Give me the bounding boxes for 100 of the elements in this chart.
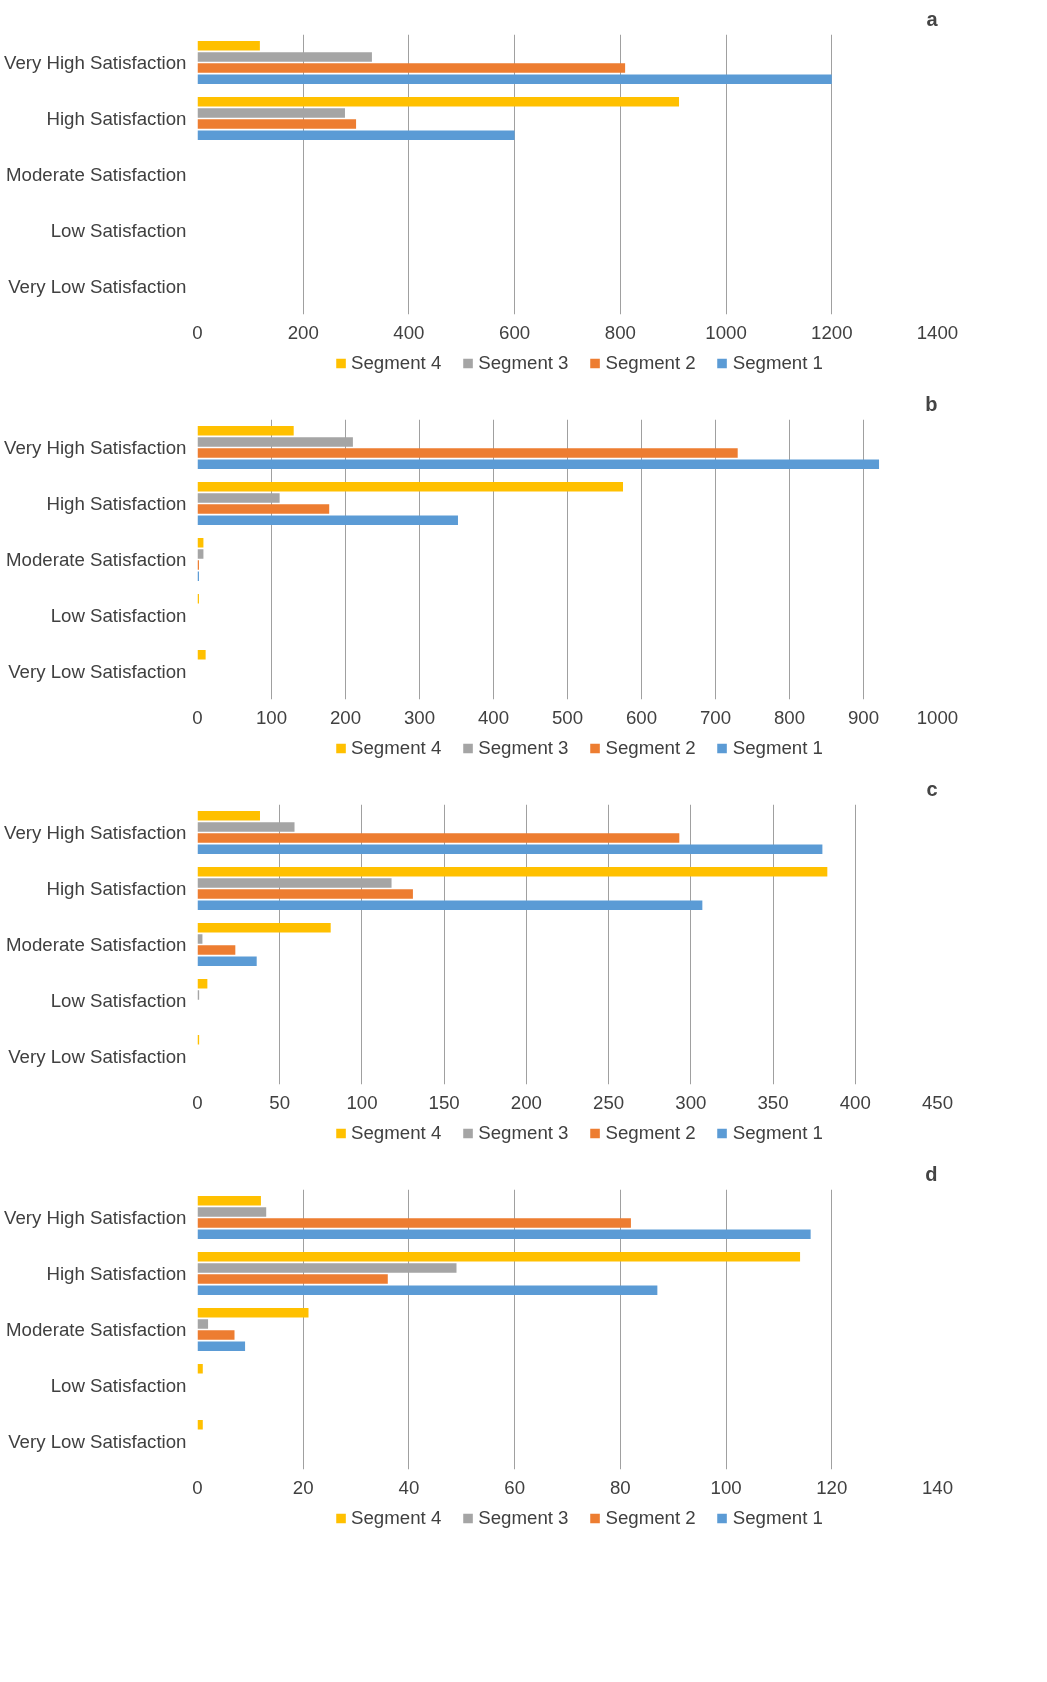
bar xyxy=(197,63,626,73)
y-tick-label: Low Satisfaction xyxy=(50,220,187,241)
bar xyxy=(197,1229,811,1240)
x-tick-label: 200 xyxy=(329,706,362,728)
x-tick-label: 20 xyxy=(292,1476,314,1498)
x-tick-label: 200 xyxy=(510,1091,542,1113)
x-tick-label: 140 xyxy=(921,1476,954,1498)
bar xyxy=(197,481,623,492)
y-tick-label: Very High Satisfaction xyxy=(3,52,187,73)
y-tick-label: Very Low Satisfaction xyxy=(8,661,187,682)
bar xyxy=(197,504,330,514)
legend-label: Segment 3 xyxy=(478,1122,569,1144)
y-tick-label: Very Low Satisfaction xyxy=(8,1431,187,1452)
y-tick-label: Low Satisfaction xyxy=(50,990,187,1011)
bar xyxy=(197,833,680,843)
x-tick-label: 1000 xyxy=(916,706,959,728)
bar xyxy=(197,900,703,911)
chart-title: d xyxy=(925,1162,938,1185)
x-tick-label: 100 xyxy=(346,1091,378,1113)
y-tick-label: Very Low Satisfaction xyxy=(8,1046,187,1067)
y-tick-label: Very Low Satisfaction xyxy=(8,276,187,297)
bar xyxy=(197,1218,631,1228)
bar xyxy=(197,1307,309,1318)
y-tick-label: Moderate Satisfaction xyxy=(6,1319,187,1340)
x-tick-label: 0 xyxy=(192,706,203,728)
legend-label: Segment 4 xyxy=(351,737,442,759)
bar xyxy=(197,1207,267,1217)
x-tick-label: 400 xyxy=(839,1091,871,1113)
legend-label: Segment 3 xyxy=(478,352,569,374)
x-tick-label: 800 xyxy=(773,706,806,728)
legend-label: Segment 4 xyxy=(351,1507,442,1529)
legend-label: Segment 2 xyxy=(605,1507,696,1529)
bar xyxy=(197,515,458,526)
x-tick-label: 40 xyxy=(398,1476,420,1498)
bar xyxy=(197,1274,388,1284)
chart-title: b xyxy=(925,392,938,415)
legend-label: Segment 3 xyxy=(478,737,569,759)
chart-title: c xyxy=(926,777,938,800)
y-tick-label: Moderate Satisfaction xyxy=(6,934,187,955)
bar xyxy=(197,448,738,458)
x-tick-label: 1400 xyxy=(916,321,959,343)
bar xyxy=(197,649,206,660)
y-tick-label: High Satisfaction xyxy=(46,493,187,514)
bar xyxy=(197,889,413,899)
x-tick-label: 200 xyxy=(287,321,319,343)
x-tick-label: 100 xyxy=(255,706,288,728)
x-tick-label: 600 xyxy=(499,321,531,343)
legend-label: Segment 1 xyxy=(732,1122,823,1144)
bar xyxy=(197,810,260,821)
legend-label: Segment 4 xyxy=(351,1122,442,1144)
y-tick-label: Moderate Satisfaction xyxy=(6,164,187,185)
y-tick-label: Low Satisfaction xyxy=(50,1375,187,1396)
x-tick-label: 60 xyxy=(504,1476,526,1498)
bar xyxy=(197,844,823,855)
x-tick-label: 120 xyxy=(816,1476,848,1498)
x-tick-label: 600 xyxy=(625,706,658,728)
bar xyxy=(197,1330,235,1340)
x-tick-label: 1200 xyxy=(811,321,853,343)
x-tick-label: 900 xyxy=(847,706,880,728)
y-tick-label: High Satisfaction xyxy=(46,1263,187,1284)
bar xyxy=(197,119,357,129)
bar xyxy=(197,956,257,967)
bar xyxy=(197,1251,801,1262)
bar xyxy=(197,1319,209,1329)
legend-label: Segment 2 xyxy=(605,737,696,759)
bar xyxy=(197,130,515,141)
y-tick-label: Very High Satisfaction xyxy=(3,437,187,458)
x-tick-label: 80 xyxy=(609,1476,631,1498)
legend-label: Segment 2 xyxy=(605,1122,696,1144)
x-tick-label: 700 xyxy=(699,706,732,728)
x-tick-label: 250 xyxy=(593,1091,625,1113)
bar xyxy=(197,425,294,436)
chart-title: a xyxy=(926,7,939,30)
bar xyxy=(197,1195,261,1206)
x-tick-label: 0 xyxy=(192,1476,203,1498)
x-tick-label: 150 xyxy=(428,1091,460,1113)
bar xyxy=(197,96,680,107)
bar xyxy=(197,1419,203,1430)
legend-label: Segment 1 xyxy=(732,737,823,759)
bar xyxy=(197,866,828,877)
y-tick-label: Moderate Satisfaction xyxy=(6,549,187,570)
x-tick-label: 350 xyxy=(757,1091,789,1113)
x-tick-label: 300 xyxy=(675,1091,707,1113)
legend-label: Segment 1 xyxy=(732,1507,823,1529)
x-tick-label: 1000 xyxy=(705,321,747,343)
y-tick-label: Low Satisfaction xyxy=(50,605,187,626)
x-tick-label: 100 xyxy=(710,1476,742,1498)
bar xyxy=(197,1341,246,1352)
x-tick-label: 400 xyxy=(393,321,425,343)
x-tick-label: 800 xyxy=(604,321,636,343)
y-tick-label: Very High Satisfaction xyxy=(3,1207,187,1228)
bar xyxy=(197,40,260,51)
x-tick-label: 300 xyxy=(403,706,436,728)
y-tick-label: Very High Satisfaction xyxy=(3,822,187,843)
legend-label: Segment 4 xyxy=(351,352,442,374)
legend-label: Segment 1 xyxy=(732,352,823,374)
x-tick-label: 450 xyxy=(921,1091,954,1113)
bar xyxy=(197,1363,203,1374)
x-tick-label: 400 xyxy=(477,706,510,728)
legend-label: Segment 3 xyxy=(478,1507,569,1529)
